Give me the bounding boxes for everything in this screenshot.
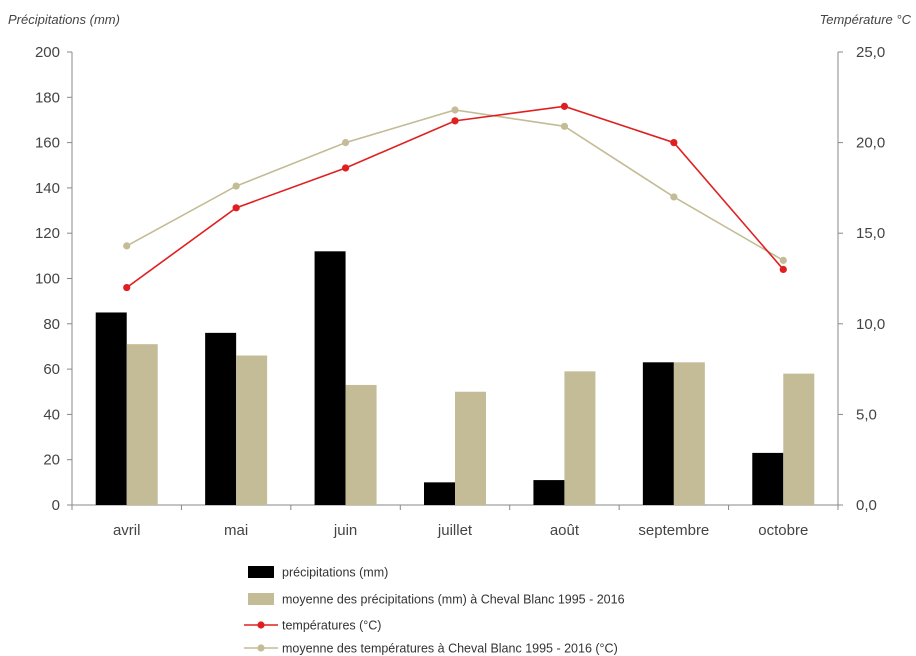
legend-swatch: [248, 566, 274, 578]
bar: [752, 452, 784, 505]
data-point: [451, 117, 459, 125]
legend-label: moyenne des précipitations (mm) à Cheval…: [282, 593, 625, 607]
left-tick-label: 120: [35, 225, 60, 242]
bar: [424, 482, 455, 505]
data-point: [670, 139, 678, 147]
x-tick-label: septembre: [638, 522, 709, 539]
data-point: [232, 204, 240, 212]
bar: [126, 344, 158, 505]
right-axis-title: Température °C: [820, 12, 912, 27]
data-point: [779, 256, 787, 264]
left-tick-label: 100: [35, 271, 60, 288]
bar: [205, 332, 237, 505]
bar: [455, 391, 486, 505]
data-point: [341, 139, 350, 147]
left-tick-label: 180: [35, 89, 60, 106]
right-tick-label: 5,0: [856, 406, 877, 423]
bars-group: [95, 251, 815, 505]
series-line: [126, 105, 784, 289]
bar: [783, 373, 815, 505]
x-tick-label: octobre: [758, 522, 808, 539]
x-tick-label: juillet: [437, 522, 473, 539]
left-tick-label: 40: [43, 406, 60, 423]
data-point: [341, 164, 350, 172]
data-point: [123, 283, 131, 292]
data-point: [232, 182, 240, 190]
legend-label: précipitations (mm): [282, 566, 388, 580]
legend: précipitations (mm) moyenne des précipita…: [244, 566, 625, 656]
axes: 0 20 40 60 80 100 120 140 160 180 200 0,0 5,0 10,0 15,…: [35, 44, 885, 539]
left-tick-label: 160: [35, 135, 60, 152]
right-tick-label: 25,0: [856, 44, 885, 61]
legend-marker: [257, 621, 265, 629]
left-axis-title: Précipitations (mm): [8, 12, 120, 27]
legend-label: températures (°C): [282, 619, 381, 633]
left-tick-label: 140: [35, 180, 60, 197]
legend-label: moyenne des températures à Cheval Blanc …: [282, 642, 618, 656]
series-line: [126, 109, 784, 262]
right-tick-label: 10,0: [856, 316, 885, 333]
right-tick-label: 0,0: [856, 497, 877, 514]
lines-group: [123, 102, 787, 292]
bar: [345, 384, 377, 505]
data-point: [123, 242, 131, 250]
data-point: [779, 265, 787, 274]
data-point: [560, 122, 569, 130]
right-tick-label: 15,0: [856, 225, 885, 242]
left-tick-label: 80: [43, 316, 60, 333]
x-tick-label: août: [550, 522, 580, 539]
bar: [673, 362, 705, 505]
legend-marker: [257, 644, 265, 652]
bar: [533, 480, 565, 505]
bar: [236, 355, 268, 505]
data-point: [560, 102, 569, 110]
left-tick-label: 20: [43, 452, 60, 469]
x-tick-label: mai: [224, 522, 248, 539]
right-tick-label: 20,0: [856, 135, 885, 152]
left-tick-label: 200: [35, 44, 60, 61]
left-tick-label: 0: [52, 497, 60, 514]
legend-swatch: [248, 593, 274, 605]
x-tick-label: juin: [333, 522, 357, 539]
bar: [642, 362, 674, 505]
data-point: [451, 106, 459, 114]
data-point: [670, 193, 678, 201]
left-tick-label: 60: [43, 361, 60, 378]
x-tick-label: avril: [113, 522, 141, 539]
bar: [95, 312, 127, 505]
bar: [564, 371, 596, 505]
bar: [314, 251, 346, 505]
